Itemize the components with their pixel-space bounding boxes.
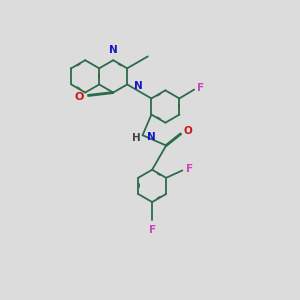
Text: N: N — [147, 132, 156, 142]
Text: H: H — [132, 133, 141, 143]
Text: F: F — [197, 83, 204, 93]
Text: O: O — [184, 126, 193, 136]
Text: F: F — [148, 225, 156, 235]
Text: N: N — [134, 81, 142, 91]
Text: O: O — [74, 92, 84, 102]
Text: N: N — [109, 45, 118, 55]
Text: F: F — [186, 164, 193, 174]
